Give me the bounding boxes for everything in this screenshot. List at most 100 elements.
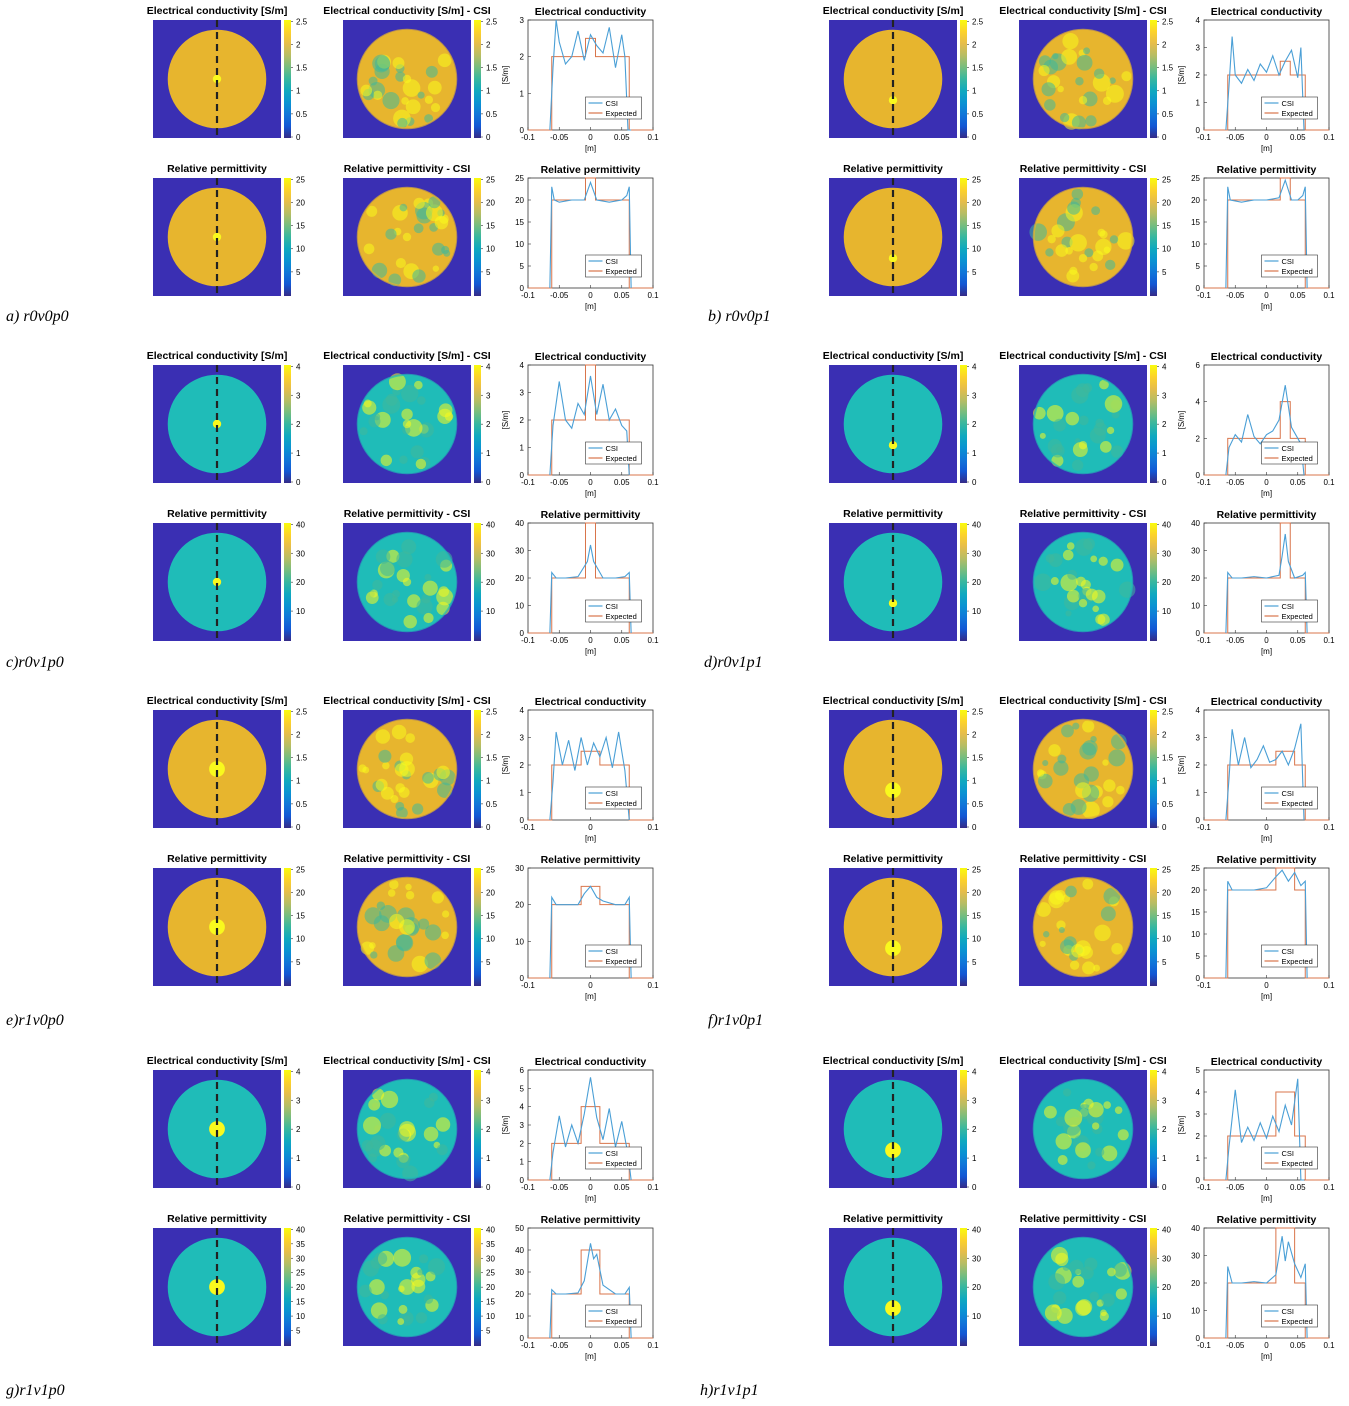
csi-artefact xyxy=(1090,735,1097,743)
csi-artefact xyxy=(1084,248,1094,258)
colorbar-tick-label: 1 xyxy=(296,87,301,96)
y-tick-label: 50 xyxy=(515,1224,524,1233)
colorbar-gradient xyxy=(960,20,967,138)
inclusion xyxy=(402,419,412,429)
csi-artefact xyxy=(422,580,438,596)
y-tick-label: 1 xyxy=(520,1158,525,1167)
colorbar-tick-label: 3 xyxy=(1162,391,1167,400)
colorbar-gradient xyxy=(474,1228,481,1346)
x-tick-label: 0.1 xyxy=(1323,478,1335,487)
csi-artefact xyxy=(1088,1102,1104,1118)
perm-csi-colorbar-d: 10 20 30 40 xyxy=(1150,520,1171,641)
panel-svg: Electrical conductivity [S/m] Electrical … xyxy=(147,5,659,311)
y-tick-label: 20 xyxy=(1191,574,1200,583)
x-tick-label: 0.05 xyxy=(1290,1183,1306,1192)
csi-artefact xyxy=(392,57,405,70)
colorbar-gradient xyxy=(960,1070,967,1188)
colorbar-tick-label: 40 xyxy=(296,520,305,529)
x-tick-label: -0.1 xyxy=(521,823,535,832)
x-tick-label: -0.1 xyxy=(521,1341,535,1350)
y-tick-label: 0 xyxy=(520,1176,525,1185)
legend-csi: CSI xyxy=(606,602,619,611)
colorbar-tick-label: 1 xyxy=(972,87,977,96)
csi-artefact xyxy=(438,586,450,597)
csi-artefact xyxy=(1046,404,1064,422)
legend-csi: CSI xyxy=(606,1307,619,1316)
csi-artefact xyxy=(441,910,450,918)
y-tick-label: 30 xyxy=(515,547,524,556)
perm-colorbar-e: 5 10 15 20 25 xyxy=(284,865,305,986)
cond-colorbar-c: 0 1 2 3 4 xyxy=(284,362,301,487)
colorbar-tick-label: 0 xyxy=(486,1183,491,1192)
y-tick-label: 25 xyxy=(1191,174,1200,183)
colorbar-tick-label: 1.5 xyxy=(486,754,498,763)
cond-csi-map-title: Electrical conductivity [S/m] - CSI xyxy=(999,5,1167,17)
colorbar-tick-label: 0 xyxy=(486,478,491,487)
legend-expected: Expected xyxy=(1282,109,1313,118)
y-tick-label: 5 xyxy=(520,262,525,271)
colorbar-tick-label: 2.5 xyxy=(972,707,984,716)
csi-artefact xyxy=(1055,1133,1072,1150)
perm-csi-map-title: Relative permittivity - CSI xyxy=(1020,853,1147,865)
perm-csi-map xyxy=(343,868,471,986)
inclusion xyxy=(212,74,222,84)
panel-caption: b) r0v0p1 xyxy=(708,308,771,325)
plot-title: Relative permittivity xyxy=(541,1214,641,1226)
x-tick-label: 0.1 xyxy=(1323,1341,1335,1350)
colorbar-gradient xyxy=(284,868,291,986)
perm-profile-plot: 0 5 10 15 20 25 -0.1 -0.05 0 0.05 0.1 [m] Relative p… xyxy=(515,164,659,311)
legend-csi: CSI xyxy=(606,99,619,108)
csi-artefact xyxy=(374,1252,388,1265)
plot-title: Relative permittivity xyxy=(1217,854,1317,866)
x-axis-label: [m] xyxy=(1261,1352,1272,1361)
plot-title: Electrical conductivity xyxy=(1211,696,1323,708)
y-tick-label: 2 xyxy=(520,416,525,425)
series-csi xyxy=(549,885,632,979)
colorbar-tick-label: 15 xyxy=(972,912,981,921)
colorbar-tick-label: 15 xyxy=(1162,222,1171,231)
y-tick-label: 0 xyxy=(1196,816,1201,825)
y-tick-label: 20 xyxy=(515,196,524,205)
perm-map xyxy=(829,178,957,296)
y-tick-label: 0 xyxy=(1196,126,1201,135)
y-tick-label: 4 xyxy=(520,706,525,715)
cond-csi-map xyxy=(1019,20,1147,138)
csi-artefact xyxy=(358,764,367,773)
y-tick-label: 2 xyxy=(520,1139,525,1148)
y-tick-label: 2 xyxy=(1196,434,1201,443)
y-tick-label: 3 xyxy=(520,389,525,398)
cond-map-title: Electrical conductivity [S/m] xyxy=(147,350,288,362)
x-tick-label: 0.05 xyxy=(1290,478,1306,487)
csi-artefact xyxy=(1092,605,1100,613)
x-tick-label: 0.05 xyxy=(614,1341,630,1350)
series-csi xyxy=(1225,1078,1304,1181)
cond-map xyxy=(829,365,957,483)
colorbar-tick-label: 5 xyxy=(296,958,301,967)
csi-artefact xyxy=(380,560,396,577)
csi-artefact xyxy=(1061,724,1074,738)
x-axis-label: [m] xyxy=(1261,144,1272,153)
y-tick-label: 40 xyxy=(1191,519,1200,528)
colorbar-tick-label: 2 xyxy=(486,730,491,739)
colorbar-gradient xyxy=(474,20,481,138)
csi-artefact xyxy=(372,54,391,73)
csi-artefact xyxy=(1076,576,1086,587)
perm-csi-map-title: Relative permittivity - CSI xyxy=(344,853,471,865)
colorbar-tick-label: 1 xyxy=(972,449,977,458)
plot-title: Electrical conductivity xyxy=(535,1056,647,1068)
cond-colorbar-g: 0 1 2 3 4 xyxy=(284,1067,301,1192)
colorbar-tick-label: 1 xyxy=(972,1154,977,1163)
colorbar-tick-label: 30 xyxy=(972,1254,981,1263)
csi-artefact xyxy=(422,772,434,784)
y-tick-label: 2 xyxy=(1196,761,1201,770)
inclusion xyxy=(402,577,412,587)
x-tick-label: -0.05 xyxy=(1226,478,1245,487)
x-tick-label: -0.05 xyxy=(1226,636,1245,645)
colorbar-tick-label: 1 xyxy=(296,1154,301,1163)
csi-artefact xyxy=(1105,259,1116,271)
